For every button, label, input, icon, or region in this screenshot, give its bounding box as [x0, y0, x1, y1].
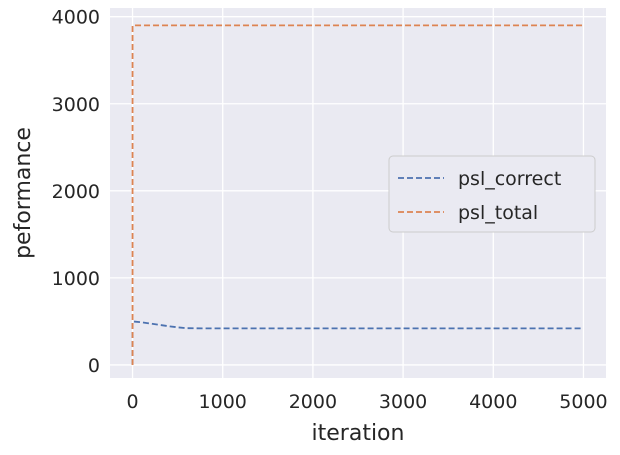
- legend-label: psl_correct: [458, 168, 561, 190]
- legend-box: [388, 155, 596, 233]
- legend-label: psl_total: [458, 202, 538, 224]
- x-tick-label: 2000: [289, 391, 337, 413]
- series-line-psl-correct: [131, 320, 584, 365]
- y-axis-label: peformance: [11, 127, 36, 259]
- y-tick-label: 0: [88, 355, 100, 377]
- legend: psl_correct psl_total: [388, 155, 596, 233]
- x-tick-label: 1000: [199, 391, 247, 413]
- x-tick-label: 5000: [559, 391, 607, 413]
- series-group: [131, 24, 584, 365]
- x-tick-label: 3000: [379, 391, 427, 413]
- x-tick-labels: 0 1000 2000 3000 4000 5000: [126, 391, 607, 413]
- grid: [110, 8, 606, 378]
- y-tick-label: 4000: [52, 7, 100, 29]
- x-tick-label: 4000: [469, 391, 517, 413]
- x-axis-label: iteration: [312, 421, 405, 446]
- y-tick-labels: 0 1000 2000 3000 4000: [52, 7, 100, 377]
- y-tick-label: 1000: [52, 268, 100, 290]
- y-tick-label: 2000: [52, 181, 100, 203]
- x-tick-label: 0: [126, 391, 138, 413]
- y-tick-label: 3000: [52, 94, 100, 116]
